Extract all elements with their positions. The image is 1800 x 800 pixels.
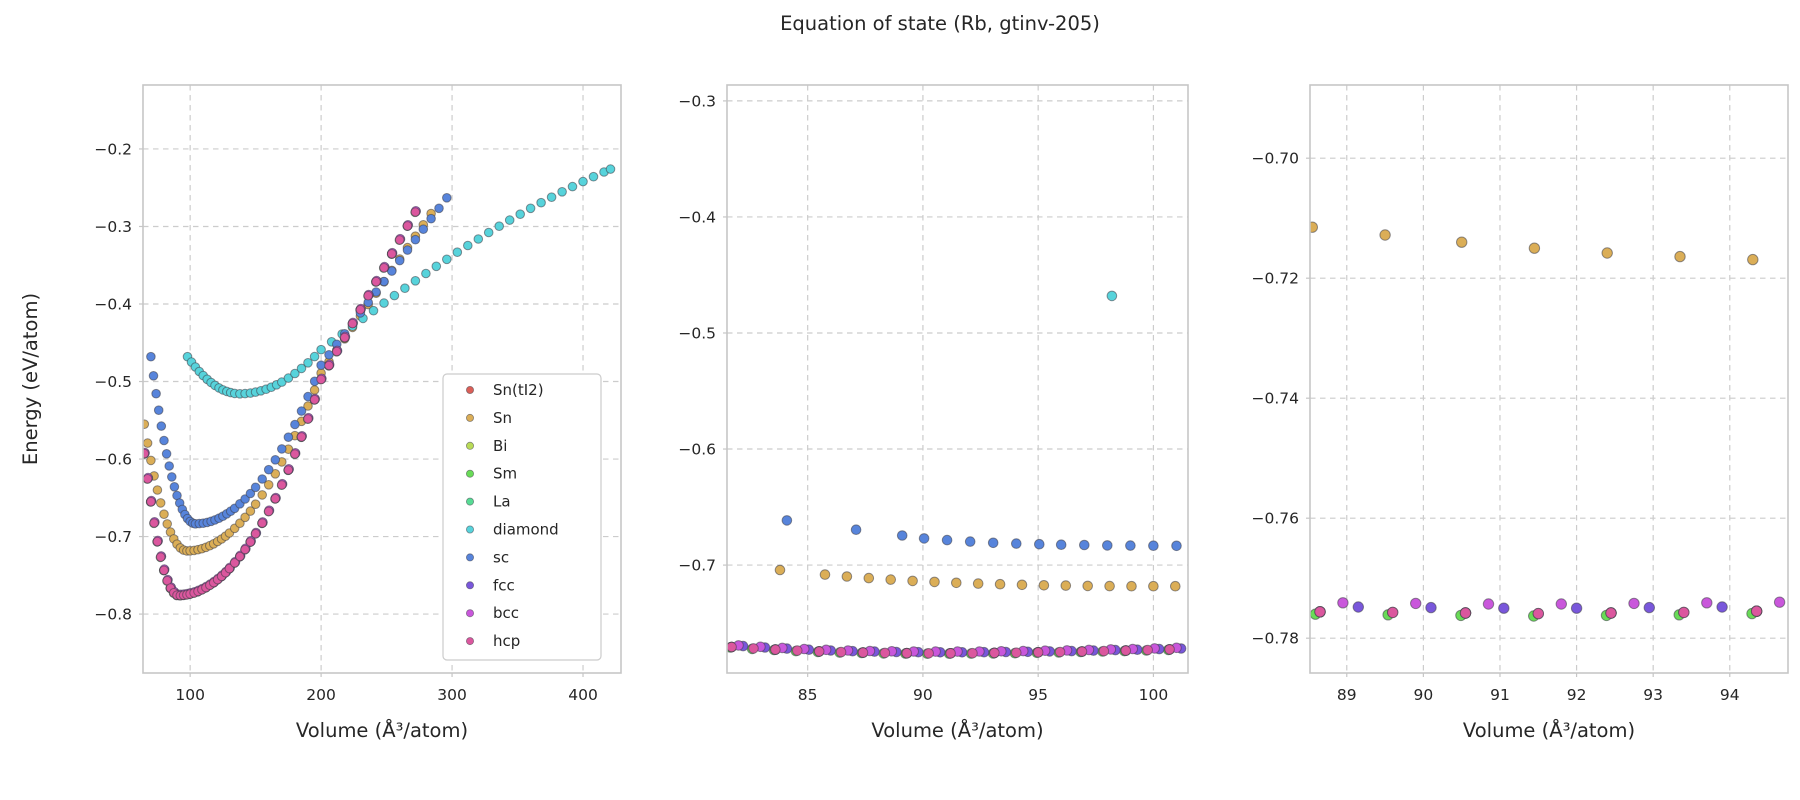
y-tick-label: −0.3 (678, 92, 716, 110)
y-tick-label: −0.5 (678, 324, 716, 342)
series-fcc (1352, 601, 1728, 614)
legend-label: Sn (493, 409, 512, 427)
legend-label: Bi (493, 437, 507, 455)
series-hcp (727, 641, 1175, 659)
legend-label: Sm (493, 465, 517, 483)
y-tick-labels: −0.3 −0.4 −0.5 −0.6 −0.7 (678, 92, 716, 574)
subplot-overview: 100 200 300 400 −0.2 −0.3 −0.4 −0.5 −0.6 −0.7 −0.8… (19, 84, 622, 742)
series-sc (146, 193, 452, 529)
x-tick-label: 400 (568, 686, 598, 704)
gridlines (1310, 85, 1788, 673)
legend-marker-icon (465, 385, 474, 394)
x-tick-label: 90 (1414, 686, 1434, 704)
legend-marker-icon (465, 497, 474, 506)
x-tick-label: 85 (798, 686, 818, 704)
legend-item: Sn(tI2) (465, 381, 544, 399)
legend-item: fcc (465, 576, 515, 594)
series-diamond (1106, 290, 1118, 302)
y-tick-label: −0.4 (94, 295, 132, 313)
x-tick-labels: 89 90 91 92 93 94 (1337, 686, 1740, 704)
legend-marker-icon (465, 637, 474, 646)
y-tick-label: −0.78 (1252, 630, 1300, 648)
legend-label: diamond (493, 521, 559, 539)
series-hcp (143, 207, 421, 601)
gridlines (727, 85, 1188, 673)
series-hcp (1314, 605, 1763, 620)
x-tick-label: 100 (175, 686, 205, 704)
legend-marker-icon (465, 525, 474, 534)
y-tick-label: −0.70 (1252, 150, 1300, 168)
series-Sn (1310, 221, 1759, 266)
y-tick-label: −0.6 (94, 451, 132, 469)
x-tick-labels: 85 90 95 100 (798, 686, 1168, 704)
tick-marks (1306, 157, 1731, 677)
legend-label: hcp (493, 632, 520, 650)
legend-item: La (465, 493, 511, 511)
series-sc (781, 515, 1182, 552)
y-tick-label: −0.2 (94, 140, 132, 158)
x-tick-label: 100 (1139, 686, 1169, 704)
plot-border (726, 84, 1189, 674)
legend-item: Sm (465, 465, 517, 483)
legend-label: bcc (493, 604, 519, 622)
y-axis-label: Energy (eV/atom) (19, 293, 42, 465)
legend-item: Sn (465, 409, 512, 427)
legend-marker-icon (465, 609, 474, 618)
y-tick-label: −0.5 (94, 373, 132, 391)
y-tick-label: −0.74 (1252, 390, 1300, 408)
x-tick-labels: 100 200 300 400 (175, 686, 597, 704)
x-axis-label: Volume (Å³/atom) (1463, 719, 1635, 742)
subplot-zoom-min: 89 90 91 92 93 94 −0.70 −0.72 −0.74 −0.76 −0.78 Vol… (1252, 84, 1789, 742)
legend-item: Bi (465, 437, 507, 455)
series-diamond (182, 164, 616, 399)
x-tick-label: 89 (1337, 686, 1357, 704)
x-tick-label: 91 (1490, 686, 1510, 704)
x-tick-label: 92 (1567, 686, 1587, 704)
y-tick-label: −0.76 (1252, 510, 1300, 528)
y-tick-label: −0.7 (94, 528, 132, 546)
legend: Sn(tI2) Sn Bi Sm La diamond sc fcc bcc hcp (442, 373, 602, 661)
legend-label: La (493, 493, 511, 511)
tick-marks (723, 100, 1155, 677)
tick-marks (139, 148, 584, 677)
y-tick-label: −0.6 (678, 441, 716, 459)
legend-item: bcc (465, 604, 519, 622)
legend-marker-icon (465, 413, 474, 422)
x-tick-label: 93 (1643, 686, 1663, 704)
x-tick-label: 94 (1720, 686, 1740, 704)
x-tick-label: 90 (913, 686, 933, 704)
y-tick-label: −0.7 (678, 557, 716, 575)
y-tick-labels: −0.70 −0.72 −0.74 −0.76 −0.78 (1252, 150, 1300, 648)
x-axis-label: Volume (Å³/atom) (871, 719, 1043, 742)
legend-marker-icon (465, 581, 474, 590)
x-axis-label: Volume (Å³/atom) (296, 719, 468, 742)
y-tick-label: −0.4 (678, 208, 716, 226)
plot-border (1309, 84, 1789, 674)
legend-marker-icon (465, 441, 474, 450)
plot-border (142, 84, 622, 674)
legend-item: hcp (465, 632, 520, 650)
legend-label: Sn(tI2) (493, 381, 544, 399)
y-tick-label: −0.72 (1252, 270, 1300, 288)
legend-marker-icon (465, 469, 474, 478)
x-tick-label: 200 (306, 686, 336, 704)
legend-marker-icon (465, 553, 474, 562)
series-Sn (774, 564, 1181, 592)
y-tick-label: −0.3 (94, 218, 132, 236)
legend-item: sc (465, 548, 509, 566)
legend-item: diamond (465, 521, 559, 539)
legend-label: fcc (493, 576, 515, 594)
x-tick-label: 300 (437, 686, 467, 704)
y-tick-label: −0.8 (94, 606, 132, 624)
x-tick-label: 95 (1028, 686, 1048, 704)
subplot-zoom-mid: 85 90 95 100 −0.3 −0.4 −0.5 −0.6 −0.7 Volume (Å³/… (678, 84, 1189, 742)
series-bcc (1337, 596, 1786, 610)
legend-label: sc (493, 548, 509, 566)
y-tick-labels: −0.2 −0.3 −0.4 −0.5 −0.6 −0.7 −0.8 (94, 140, 132, 623)
figure-title: Equation of state (Rb, gtinv-205) (780, 12, 1100, 35)
